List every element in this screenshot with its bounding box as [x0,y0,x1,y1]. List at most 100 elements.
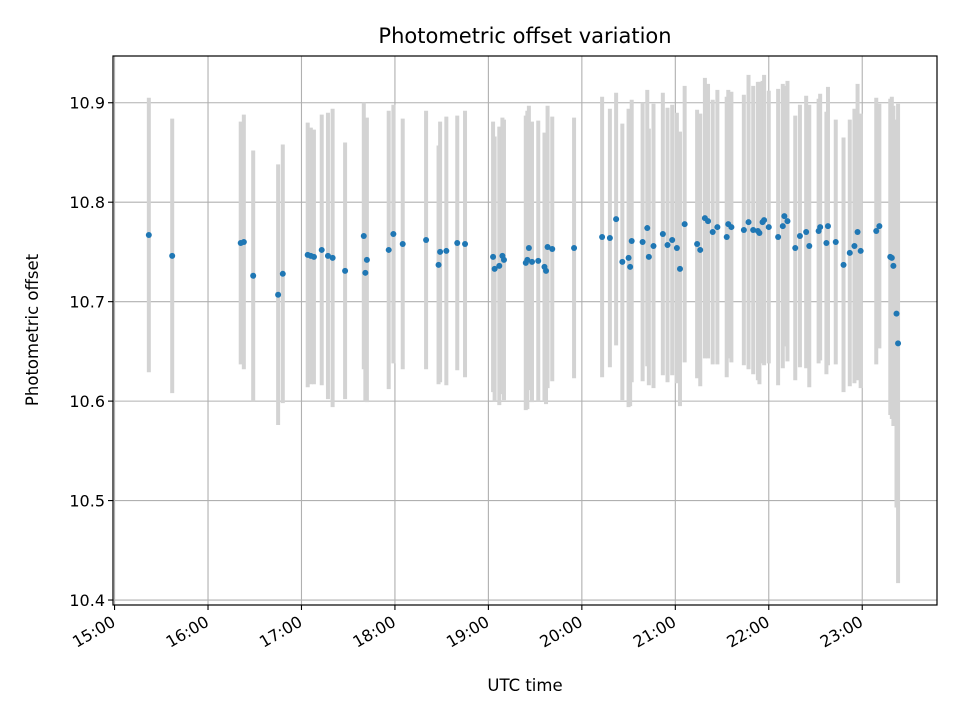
data-point [723,234,730,241]
data-point [832,238,839,245]
y-axis-ticks: 10.4 10.5 10.6 10.7 10.8 10.9 [69,94,113,610]
data-point [529,258,536,265]
data-point [681,221,688,228]
data-point [669,236,676,243]
data-point [275,291,282,298]
data-point [694,240,701,247]
y-tick-label: 10.9 [69,94,105,113]
data-point [873,228,880,235]
data-point [840,261,847,268]
data-point [385,246,392,253]
data-point [761,217,768,224]
data-point [500,256,507,263]
x-axis-label: UTC time [487,676,562,695]
data-point [781,213,788,220]
data-point [524,256,531,263]
data-point [613,216,620,223]
data-point [443,247,450,254]
y-tick-label: 10.8 [69,193,105,212]
data-point [543,267,550,274]
data-point [673,244,680,251]
data-points [145,213,902,347]
chart-title: Photometric offset variation [378,24,671,48]
data-point [240,238,247,245]
data-point [454,239,461,246]
data-point [745,219,752,226]
data-point [279,270,286,277]
data-point [756,230,763,237]
data-point [854,229,861,236]
y-tick-label: 10.4 [69,591,105,610]
data-point [895,340,902,347]
data-point [803,229,810,236]
y-tick-label: 10.6 [69,392,105,411]
data-point [824,223,831,230]
data-point [823,239,830,246]
data-point [549,245,556,252]
data-point [888,254,895,261]
y-axis-label: Photometric offset [23,253,42,406]
data-point [890,262,897,269]
data-point [390,231,397,238]
data-point [644,225,651,232]
data-point [664,241,671,248]
data-point [714,224,721,231]
data-point [606,235,613,242]
data-point [784,218,791,225]
data-point [535,257,542,264]
data-point [851,242,858,249]
data-point [709,229,716,236]
data-point [362,269,369,276]
data-point [423,236,430,243]
data-point [399,240,406,247]
data-point [462,240,469,247]
data-point [250,272,257,279]
y-tick-label: 10.5 [69,492,105,511]
data-point [525,244,532,251]
data-point [876,223,883,230]
data-point [645,253,652,260]
data-point [775,234,782,241]
data-point [765,224,772,231]
data-point [627,263,634,270]
data-point [628,237,635,244]
data-point [817,224,824,231]
data-point [491,265,498,272]
data-point [544,243,551,250]
data-point [740,227,747,234]
data-point [318,246,325,253]
data-point [360,233,367,240]
data-point [659,231,666,238]
data-point [490,253,497,260]
data-point [310,253,317,260]
data-point [169,252,176,259]
data-point [329,254,336,261]
data-point [705,218,712,225]
data-point [857,247,864,254]
data-point [619,258,626,265]
data-point [796,233,803,240]
data-point [496,262,503,269]
data-point [145,232,152,239]
plot-frame [112,55,938,606]
data-point [625,254,632,261]
data-point [676,265,683,272]
data-point [697,246,704,253]
data-point [639,238,646,245]
data-point [599,234,606,241]
data-point [779,223,786,230]
data-point [750,227,757,234]
data-point [846,249,853,256]
data-point [571,244,578,251]
data-point [792,244,799,251]
data-point [435,261,442,268]
data-point [437,248,444,255]
y-tick-label: 10.7 [69,293,105,312]
data-point [806,242,813,249]
data-point [342,267,349,274]
data-point [363,256,370,263]
data-point [728,224,735,231]
data-point [893,310,900,317]
